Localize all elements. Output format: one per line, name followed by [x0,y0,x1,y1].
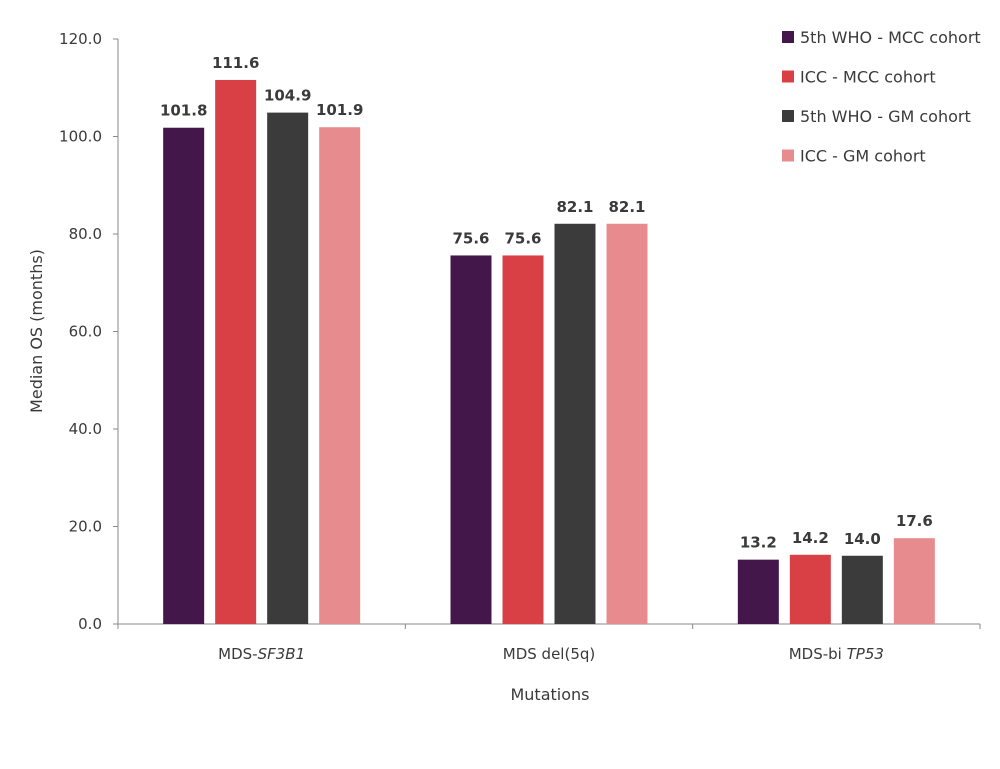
legend-swatch [782,31,794,43]
data-label: 14.2 [792,529,829,547]
legend-swatch [782,70,794,83]
category-label-text: MDS- [218,645,257,663]
y-tick-label: 120.0 [59,30,102,48]
legend-label: 5th WHO - GM cohort [800,107,971,126]
y-tick-label: 100.0 [59,128,102,146]
y-tick-label: 0.0 [78,615,102,633]
bar [893,538,935,624]
bar [319,127,361,625]
data-label: 13.2 [740,534,777,552]
y-tick-label: 80.0 [69,225,102,243]
bar [450,255,492,624]
legend-label: ICC - GM cohort [800,147,926,166]
legend-label: 5th WHO - MCC cohort [800,28,981,47]
x-axis-label: Mutations [510,685,589,704]
y-tick-label: 40.0 [69,420,102,438]
data-label: 101.8 [160,102,207,120]
legend: 5th WHO - MCC cohort ICC - MCC cohort 5th … [782,28,981,166]
x-tick-label: MDS-bi TP53 [789,645,884,663]
y-tick-label: 20.0 [69,518,102,536]
bar [267,112,309,625]
bar [554,223,596,624]
bar [841,555,883,624]
data-label: 82.1 [608,198,645,216]
legend-swatch [782,110,794,122]
data-label: 101.9 [316,101,363,119]
bar [502,255,544,624]
bar [163,127,205,624]
category-label-text: MDS del(5q) [503,645,595,663]
data-label: 75.6 [504,229,541,247]
legend-swatch [782,149,794,162]
y-axis-label: Median OS (months) [27,249,46,413]
legend-label: ICC - MCC cohort [800,68,936,87]
data-label: 14.0 [844,530,881,548]
category-label-gene: SF3B1 [258,645,306,663]
x-tick-label: MDS del(5q) [503,645,595,663]
y-tick-label: 60.0 [69,323,102,341]
data-label: 82.1 [556,198,593,216]
bars: 101.8 75.6 13.2 111.6 75.6 14.2 104.9 82.1 14.0 1… [160,54,935,625]
category-label-text: MDS-bi [789,645,847,663]
data-label: 111.6 [212,54,259,72]
category-label-gene: TP53 [847,645,884,663]
bar [606,223,648,624]
data-label: 17.6 [896,512,933,530]
bar [789,554,831,624]
data-label: 75.6 [452,229,489,247]
bar [215,79,257,624]
bar [737,559,779,624]
data-label: 104.9 [264,87,311,105]
x-tick-label: MDS-SF3B1 [218,645,305,663]
